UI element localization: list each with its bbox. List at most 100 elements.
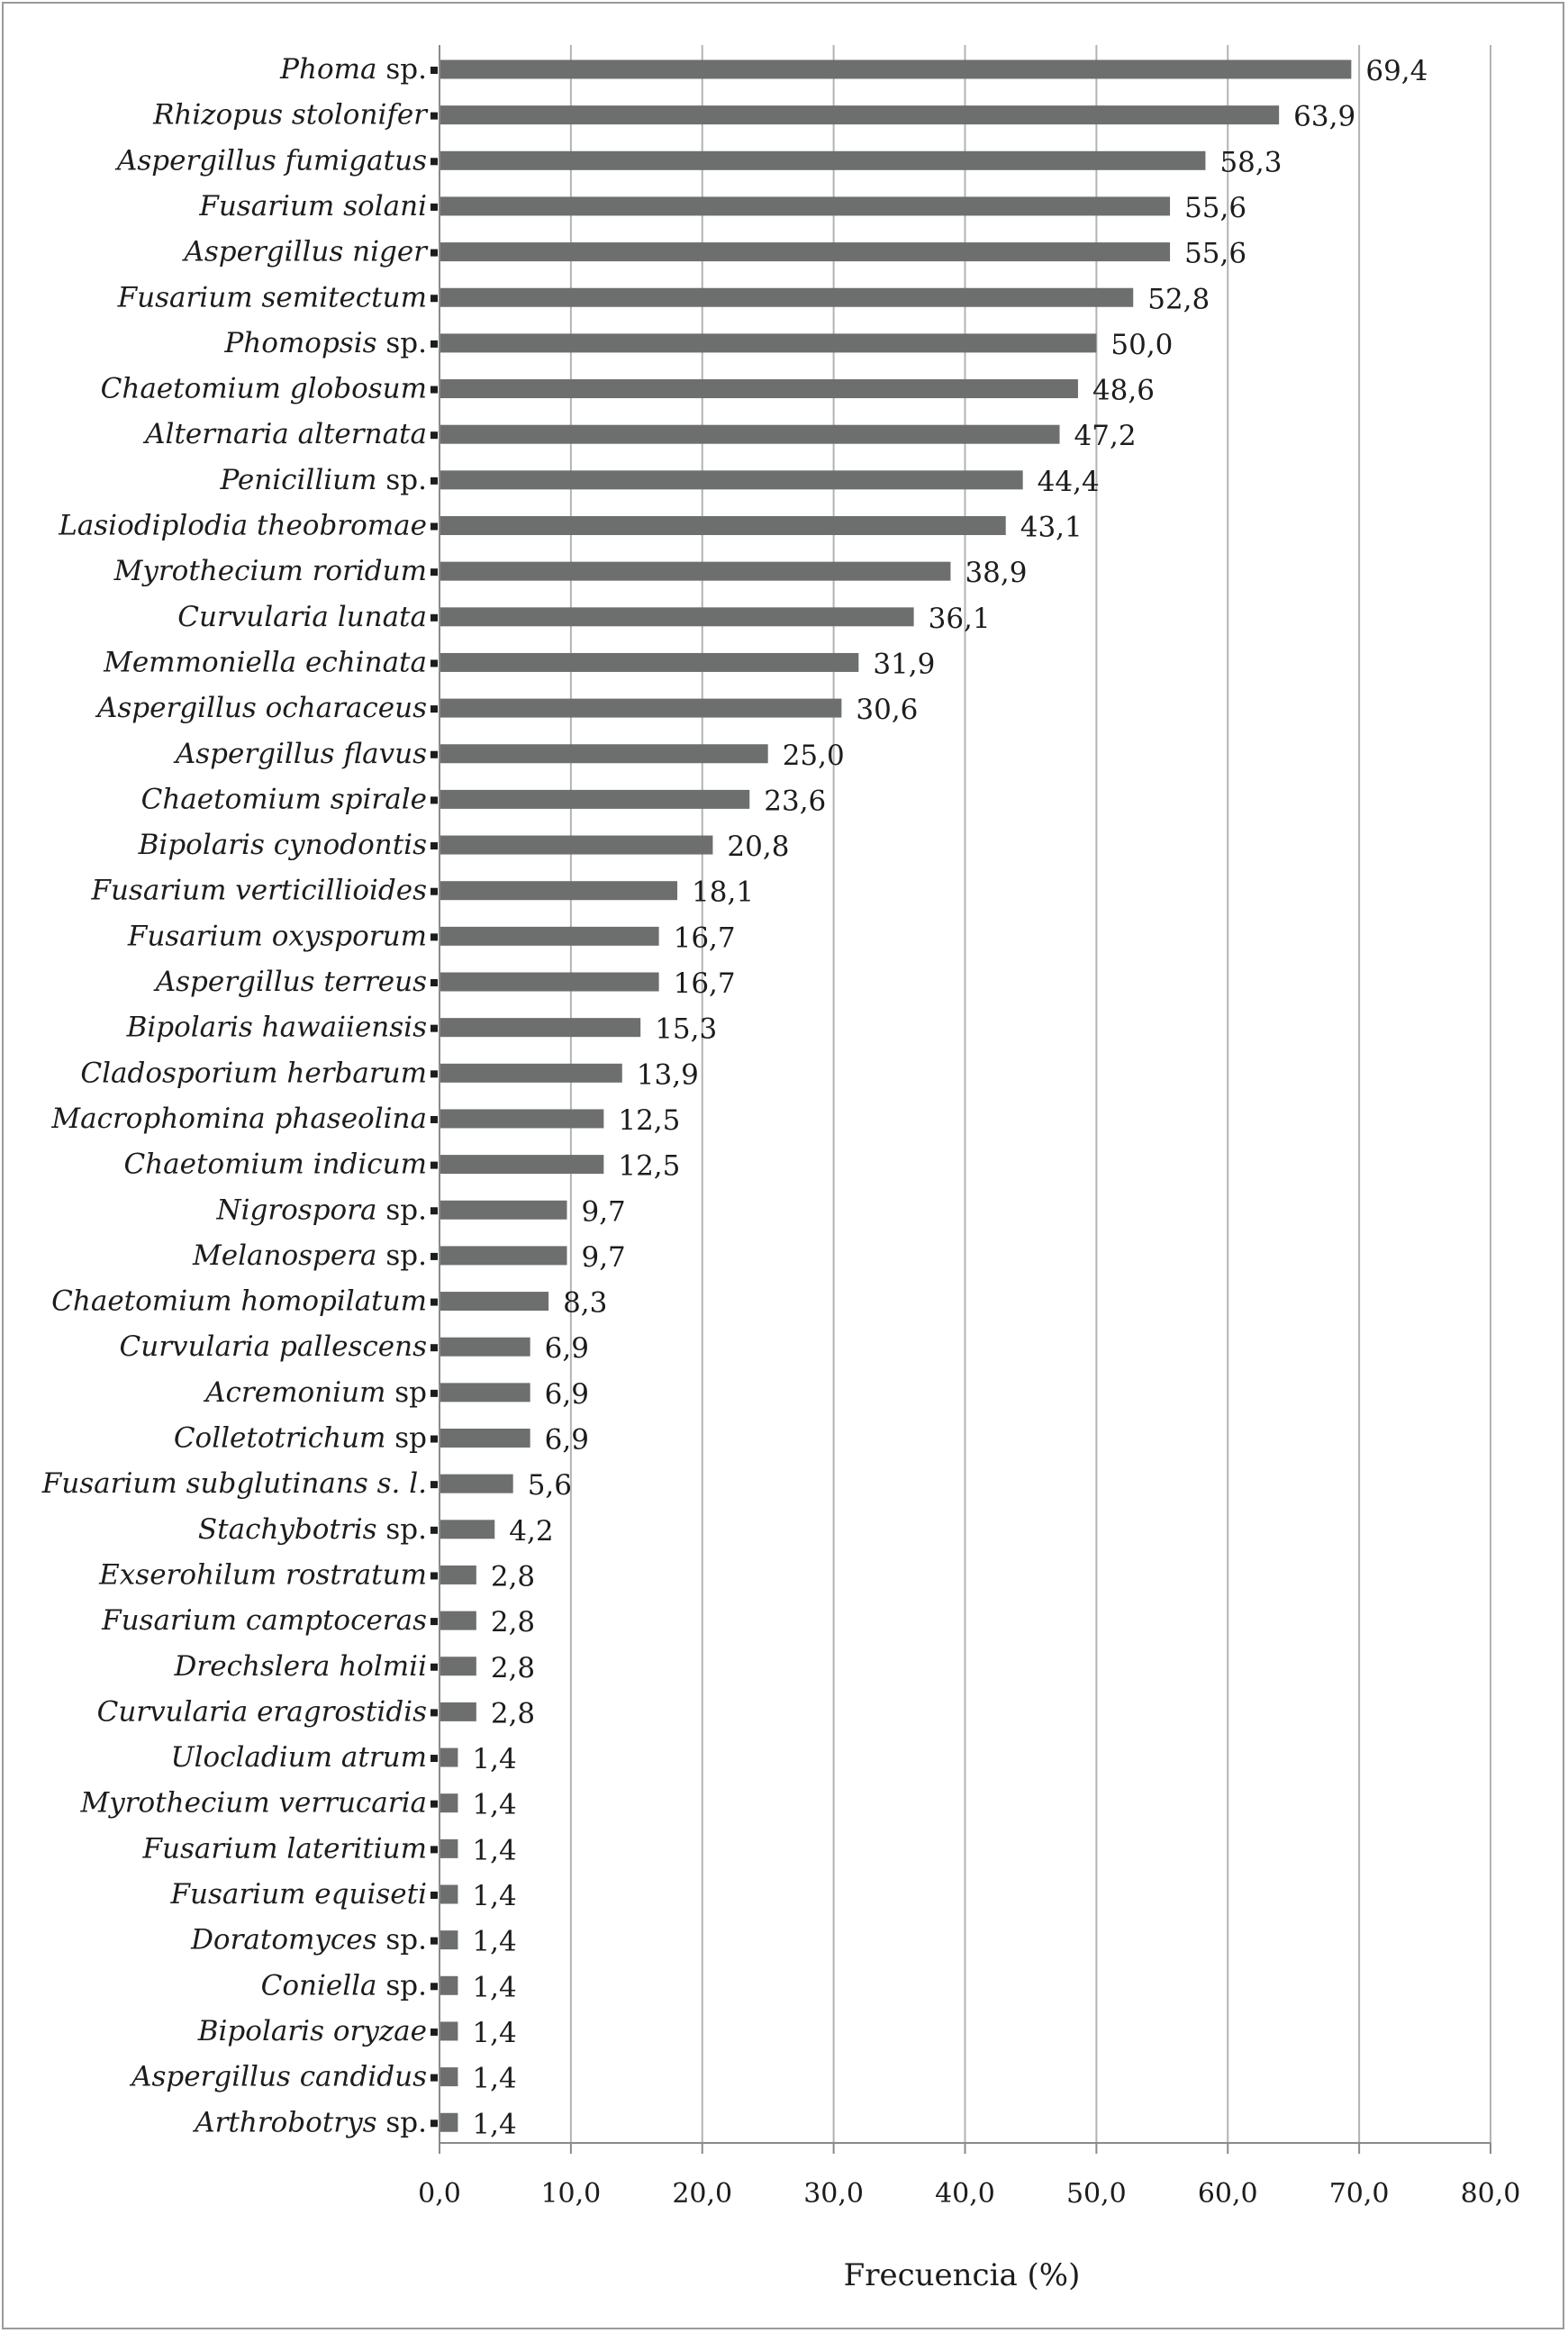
bar	[440, 287, 1134, 307]
value-label: 8,3	[563, 1287, 607, 1320]
x-tick-label: 70,0	[1329, 2178, 1390, 2210]
bar	[440, 1155, 604, 1175]
bar	[440, 150, 1206, 170]
category-tick	[431, 1161, 438, 1169]
value-label: 6,9	[545, 1378, 589, 1411]
value-label: 9,7	[581, 1195, 625, 1228]
category-tick	[431, 1709, 438, 1717]
value-label: 1,4	[472, 2108, 516, 2140]
bar	[440, 1383, 530, 1403]
value-label: 6,9	[545, 1424, 589, 1457]
value-label: 1,4	[472, 1743, 516, 1775]
category-tick	[431, 1252, 438, 1260]
category-label: Lasiodiplodia theobromae	[58, 510, 427, 542]
value-label: 12,5	[618, 1104, 680, 1137]
category-tick	[431, 1572, 438, 1580]
bar	[440, 424, 1060, 444]
category-label-suffix: sp.	[377, 2106, 427, 2138]
value-label: 13,9	[637, 1058, 699, 1091]
category-tick	[431, 1663, 438, 1671]
category-tick	[431, 705, 438, 713]
category-tick	[431, 750, 438, 758]
value-label: 1,4	[472, 1789, 516, 1821]
category-tick	[431, 1526, 438, 1534]
category-tick	[431, 659, 438, 667]
category-label: Fusarium subglutinans s. l.	[41, 1467, 427, 1500]
category-tick	[431, 796, 438, 804]
value-label: 1,4	[472, 2063, 516, 2095]
category-tick	[431, 1892, 438, 1899]
bar	[440, 1884, 458, 1904]
category-label-suffix: sp.	[377, 53, 427, 86]
category-label: Ulocladium atrum	[170, 1741, 427, 1774]
bar	[440, 1109, 604, 1129]
bars	[440, 59, 1352, 2132]
category-label: Aspergillus flavus	[173, 738, 427, 770]
value-label: 18,1	[692, 876, 754, 909]
bar	[440, 972, 659, 992]
category-tick	[431, 933, 438, 941]
value-label: 12,5	[618, 1150, 680, 1183]
category-label: Stachybotris sp.	[198, 1513, 427, 1546]
category-label: Penicillium sp.	[219, 464, 427, 496]
value-label: 55,6	[1184, 192, 1246, 224]
bar	[440, 1838, 458, 1858]
value-label: 1,4	[472, 1880, 516, 1912]
bar	[440, 1930, 458, 1950]
bar	[440, 105, 1280, 125]
labels: Phoma sp. 69,4 Rhizopus stolonifer 63,9 Aspe…	[41, 53, 1428, 2140]
axes: 0,0 10,0 20,0 30,0 40,0 50,0 60,0 70,0 80,0	[418, 45, 1520, 2210]
category-label: Curvularia eragrostidis	[97, 1695, 427, 1728]
category-label: Exserohilum rostratum	[98, 1558, 427, 1591]
value-label: 2,8	[491, 1606, 535, 1639]
bar	[440, 1246, 567, 1266]
category-label: Curvularia pallescens	[120, 1330, 427, 1363]
category-tick	[431, 431, 438, 440]
category-tick	[431, 1755, 438, 1763]
category-tick	[431, 295, 438, 303]
bar	[440, 1520, 495, 1539]
bar	[440, 1292, 549, 1312]
value-label: 55,6	[1184, 238, 1246, 270]
bar	[440, 1200, 567, 1220]
category-label: Coniella sp.	[261, 1969, 427, 2002]
category-label: Phomopsis sp.	[223, 327, 427, 359]
category-label: Cladosporium herbarum	[80, 1057, 427, 1089]
value-label: 43,1	[1020, 512, 1083, 544]
category-tick	[431, 1389, 438, 1397]
category-tick	[431, 613, 438, 622]
bar	[440, 1565, 476, 1584]
bar	[440, 379, 1078, 399]
category-tick	[431, 340, 438, 348]
category-tick	[431, 887, 438, 895]
category-tick	[431, 203, 438, 211]
category-tick	[431, 842, 438, 850]
bar	[440, 1337, 530, 1357]
bar	[440, 789, 750, 809]
category-label: Curvularia lunata	[177, 601, 427, 633]
value-label: 36,1	[929, 603, 991, 635]
category-label: Chaetomium indicum	[123, 1148, 427, 1181]
value-label: 23,6	[764, 785, 826, 817]
category-label: Bipolaris hawaiiensis	[126, 1012, 427, 1044]
value-label: 48,6	[1092, 375, 1155, 407]
value-label: 15,3	[655, 1013, 717, 1046]
category-tick	[431, 1481, 438, 1489]
value-label: 25,0	[783, 740, 845, 772]
category-label-suffix: sp.	[377, 1239, 427, 1272]
category-tick	[431, 1344, 438, 1352]
category-label-suffix: sp.	[377, 1194, 427, 1226]
bar	[440, 196, 1171, 216]
value-label: 5,6	[528, 1469, 572, 1502]
value-label: 31,9	[873, 648, 935, 680]
category-label: Drechslera holmii	[174, 1650, 427, 1683]
category-label: Bipolaris cynodontis	[138, 829, 427, 861]
value-label: 50,0	[1110, 329, 1173, 361]
bar	[440, 652, 859, 672]
x-tick-label: 80,0	[1461, 2178, 1521, 2210]
category-tick	[431, 1115, 438, 1123]
category-tick	[431, 249, 438, 257]
value-label: 9,7	[581, 1241, 625, 1274]
value-label: 63,9	[1293, 101, 1355, 133]
category-tick	[431, 1937, 438, 1945]
